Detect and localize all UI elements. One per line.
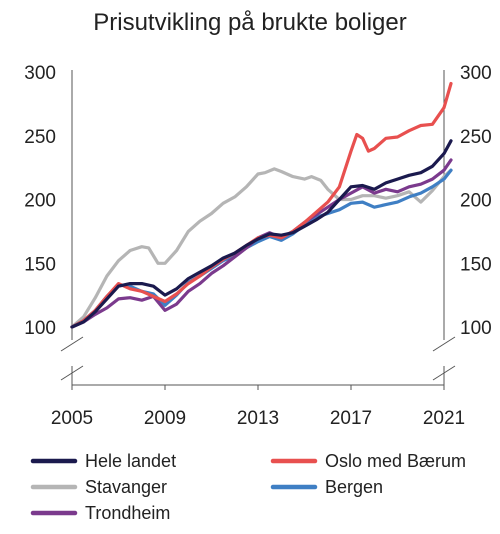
chart-title: Prisutvikling på brukte boliger — [93, 9, 407, 36]
x-tick-label: 2017 — [330, 408, 372, 429]
legend-label-oslo-med-b-rum: Oslo med Bærum — [325, 451, 466, 471]
y-tick-label-right: 200 — [460, 191, 492, 212]
x-tick-label: 2021 — [423, 408, 465, 429]
legend-label-trondheim: Trondheim — [85, 503, 170, 523]
series-line-trondheim — [70, 158, 453, 329]
series-line-hele-landet — [70, 139, 453, 329]
x-tick-label: 2005 — [51, 408, 93, 429]
legend-label-stavanger: Stavanger — [85, 477, 167, 497]
series-lines — [70, 81, 453, 329]
y-tick-label-left: 250 — [24, 127, 56, 148]
y-tick-label-right: 150 — [460, 254, 492, 275]
series-line-stavanger — [70, 167, 453, 329]
legend: Hele landet Oslo med Bærum Stavanger Bergen… — [30, 451, 466, 523]
y-tick-label-left: 300 — [24, 63, 56, 84]
axis-break-mark-right-lower — [432, 365, 456, 381]
series-line-oslo-med-b-rum — [70, 81, 453, 329]
legend-label-bergen: Bergen — [325, 477, 383, 497]
y-tick-label-right: 100 — [460, 318, 492, 339]
y-tick-label-left: 150 — [24, 254, 56, 275]
series-line-bergen — [70, 168, 453, 329]
axis-break-mark-left-upper — [60, 336, 84, 352]
y-tick-label-right: 250 — [460, 127, 492, 148]
legend-label-hele-landet: Hele landet — [85, 451, 176, 471]
axis-break-mark-right-upper — [432, 336, 456, 352]
y-tick-label-left: 100 — [24, 318, 56, 339]
y-tick-label-left: 200 — [24, 191, 56, 212]
x-tick-label: 2009 — [144, 408, 186, 429]
y-tick-label-right: 300 — [460, 63, 492, 84]
axes — [60, 70, 456, 390]
axis-break-mark-left-lower — [60, 365, 84, 381]
tick-labels: 100 100 150 150 200 200 250 250 300 300 2005 2009 20… — [24, 63, 491, 429]
x-tick-label: 2013 — [237, 408, 279, 429]
